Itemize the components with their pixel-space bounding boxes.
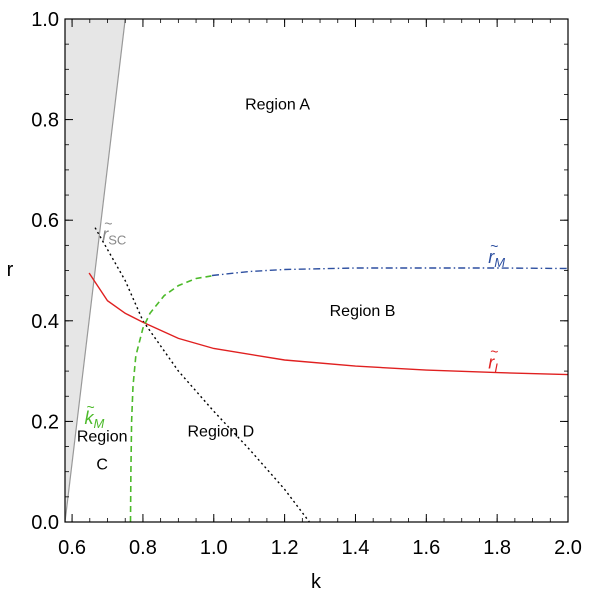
curve-label: kM xyxy=(84,408,104,431)
curve-label-tilde: ~ xyxy=(490,344,498,360)
x-tick-label: 1.4 xyxy=(342,537,370,559)
x-tick-label: 1.0 xyxy=(200,537,228,559)
curve-label: rM xyxy=(488,247,505,270)
y-axis-label: r xyxy=(7,259,14,281)
y-tick-label: 0.0 xyxy=(31,512,59,534)
x-tick-label: 1.6 xyxy=(412,537,440,559)
series-line-k-m xyxy=(129,274,214,522)
region-label: Region B xyxy=(330,303,396,320)
shaded-region-border xyxy=(65,19,126,522)
y-tick-label: 0.4 xyxy=(31,311,59,333)
region-label: Region xyxy=(77,429,128,446)
curve-label: rSC xyxy=(102,224,126,247)
region-label: Region A xyxy=(245,97,310,114)
series-line-r-i xyxy=(88,272,568,376)
x-axis-label: k xyxy=(311,571,322,593)
x-tick-label: 0.6 xyxy=(58,537,86,559)
y-tick-label: 0.2 xyxy=(31,411,59,433)
plot-frame xyxy=(64,18,569,523)
x-tick-label: 2.0 xyxy=(554,537,582,559)
region-label: Region D xyxy=(188,423,255,440)
curve-label: rI xyxy=(488,353,498,376)
region-label: C xyxy=(96,457,108,474)
y-tick-label: 0.6 xyxy=(31,210,59,232)
x-tick-label: 0.8 xyxy=(129,537,157,559)
x-tick-label: 1.2 xyxy=(271,537,299,559)
series-line-r-sc xyxy=(94,227,310,522)
curve-label-tilde: ~ xyxy=(86,399,94,415)
curve-label-tilde: ~ xyxy=(104,215,112,231)
y-tick-label: 0.8 xyxy=(31,110,59,132)
x-tick-label: 1.8 xyxy=(483,537,511,559)
series-line-r-m xyxy=(211,267,568,277)
y-tick-label: 1.0 xyxy=(31,9,59,31)
curve-label-tilde: ~ xyxy=(490,238,498,254)
